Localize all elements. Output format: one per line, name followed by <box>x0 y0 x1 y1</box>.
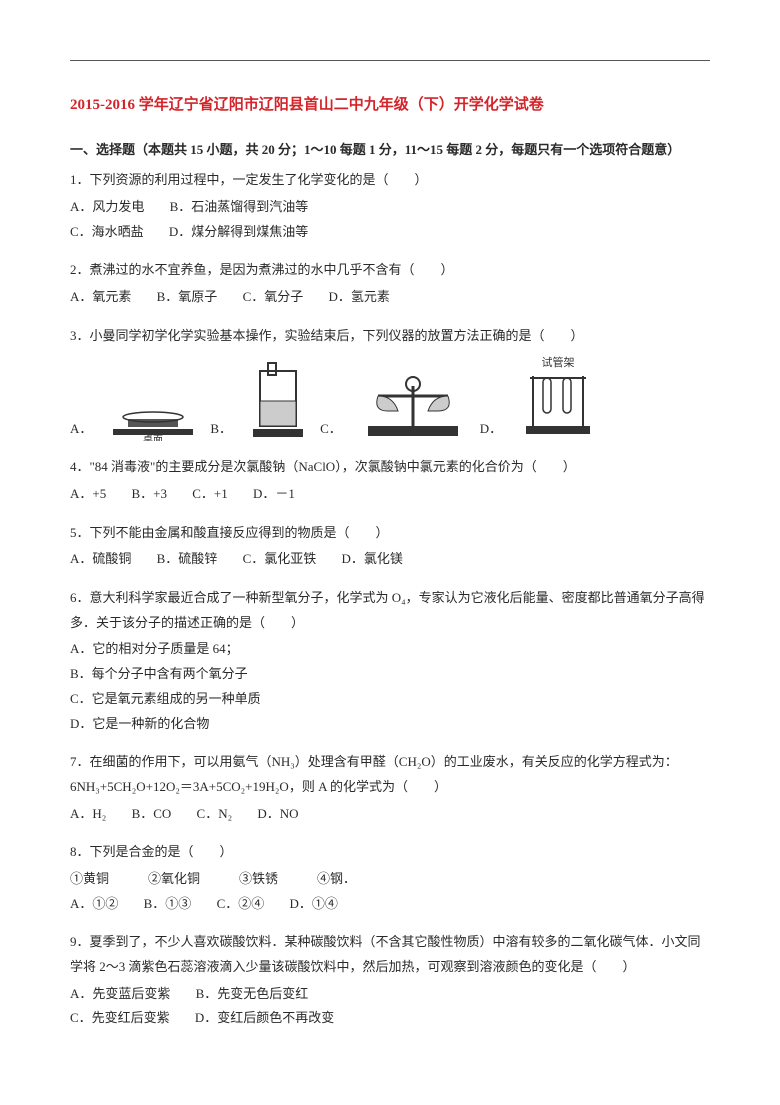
question-9: 9．夏季到了，不少人喜欢碳酸饮料．某种碳酸饮料（不含其它酸性物质）中溶有较多的二… <box>70 930 710 1031</box>
q1-opt-d: D．煤分解得到煤焦油等 <box>169 224 308 239</box>
q6-stem: 6．意大利科学家最近合成了一种新型氧分子，化学式为 O₄，专家认为它液化后能量、… <box>70 586 710 635</box>
question-1: 1．下列资源的利用过程中，一定发生了化学变化的是（ ） A．风力发电 B．石油蒸… <box>70 168 710 244</box>
q5-stem: 5．下列不能由金属和酸直接反应得到的物质是（ ） <box>70 521 710 546</box>
q3-diagram-b-icon <box>248 361 308 441</box>
q6-options: A．它的相对分子质量是 64； B．每个分子中含有两个氧分子 C．它是氧元素组成… <box>70 637 710 736</box>
q2-opt-b: B．氧原子 <box>157 289 218 304</box>
q9-options-row1: A．先变蓝后变紫 B．先变无色后变红 <box>70 982 710 1007</box>
q1-stem: 1．下列资源的利用过程中，一定发生了化学变化的是（ ） <box>70 168 710 193</box>
q8-options: A．①② B．①③ C．②④ D．①④ <box>70 892 710 917</box>
q2-opt-a: A．氧元素 <box>70 289 131 304</box>
q3-label-d: D． <box>480 417 502 442</box>
q6-opt-d: D．它是一种新的化合物 <box>70 712 710 737</box>
q3-label-b: B． <box>210 417 232 442</box>
question-3: 3．小曼同学初学化学实验基本操作，实验结束后，下列仪器的放置方法正确的是（ ） … <box>70 324 710 442</box>
q8-opt-d: D．①④ <box>289 896 337 911</box>
question-4: 4．"84 消毒液"的主要成分是次氯酸钠（NaClO），次氯酸钠中氯元素的化合价… <box>70 455 710 506</box>
q1-opt-a: A．风力发电 <box>70 199 144 214</box>
q1-opt-c: C．海水晒盐 <box>70 224 144 239</box>
q9-opt-a: A．先变蓝后变紫 <box>70 986 170 1001</box>
q9-options-row2: C．先变红后变紫 D．变红后颜色不再改变 <box>70 1006 710 1031</box>
question-7: 7．在细菌的作用下，可以用氨气（NH₃）处理含有甲醛（CH₂O）的工业废水，有关… <box>70 750 710 826</box>
q2-opt-c: C．氧分子 <box>243 289 304 304</box>
q9-opt-b: B．先变无色后变红 <box>196 986 309 1001</box>
q8-items: ①黄铜 ②氧化铜 ③铁锈 ④钢． <box>70 867 710 892</box>
question-8: 8．下列是合金的是（ ） ①黄铜 ②氧化铜 ③铁锈 ④钢． A．①② B．①③ … <box>70 840 710 916</box>
svg-text:桌面: 桌面 <box>143 433 163 441</box>
question-6: 6．意大利科学家最近合成了一种新型氧分子，化学式为 O₄，专家认为它液化后能量、… <box>70 586 710 736</box>
q7-opt-c: C．N₂ <box>197 806 233 821</box>
exam-title: 2015-2016 学年辽宁省辽阳市辽阳县首山二中九年级（下）开学化学试卷 <box>70 91 710 120</box>
q8-opt-b: B．①③ <box>144 896 192 911</box>
q3-diagram-d-icon: 试管架 <box>518 356 598 441</box>
q9-stem: 9．夏季到了，不少人喜欢碳酸饮料．某种碳酸饮料（不含其它酸性物质）中溶有较多的二… <box>70 930 710 979</box>
q2-stem: 2．煮沸过的水不宜养鱼，是因为煮沸过的水中几乎不含有（ ） <box>70 258 710 283</box>
page-top-rule <box>70 60 710 61</box>
q8-opt-c: C．②④ <box>217 896 265 911</box>
q7-options: A．H₂ B．CO C．N₂ D．NO <box>70 802 710 827</box>
q7-opt-d: D．NO <box>257 806 298 821</box>
q5-opt-b: B．硫酸锌 <box>157 551 218 566</box>
q3-diagram-c-icon <box>358 366 468 441</box>
q4-opt-d: D．－1 <box>253 486 295 501</box>
section-1-header: 一、选择题（本题共 15 小题，共 20 分；1～10 每题 1 分，11～15… <box>70 138 710 163</box>
svg-text:试管架: 试管架 <box>542 356 575 369</box>
q4-stem: 4．"84 消毒液"的主要成分是次氯酸钠（NaClO），次氯酸钠中氯元素的化合价… <box>70 455 710 480</box>
q3-label-a: A． <box>70 417 92 442</box>
q1-opt-b: B．石油蒸馏得到汽油等 <box>170 199 309 214</box>
q4-opt-a: A．+5 <box>70 486 106 501</box>
q1-options-row2: C．海水晒盐 D．煤分解得到煤焦油等 <box>70 220 710 245</box>
q7-opt-a: A．H₂ <box>70 806 106 821</box>
q6-opt-a: A．它的相对分子质量是 64； <box>70 637 710 662</box>
q8-opt-a: A．①② <box>70 896 118 911</box>
q3-label-c: C． <box>320 417 342 442</box>
q3-diagram-a-icon: 桌面 <box>108 381 198 441</box>
q1-options: A．风力发电 B．石油蒸馏得到汽油等 <box>70 195 710 220</box>
q9-opt-d: D．变红后颜色不再改变 <box>195 1010 334 1025</box>
q4-opt-b: B．+3 <box>131 486 167 501</box>
q2-opt-d: D．氢元素 <box>328 289 389 304</box>
q3-image-row: A． 桌面 B． C． <box>70 356 710 441</box>
q6-opt-b: B．每个分子中含有两个氧分子 <box>70 662 710 687</box>
q4-opt-c: C．+1 <box>192 486 228 501</box>
q5-opt-d: D．氯化镁 <box>341 551 402 566</box>
q7-stem: 7．在细菌的作用下，可以用氨气（NH₃）处理含有甲醛（CH₂O）的工业废水，有关… <box>70 750 710 799</box>
q6-opt-c: C．它是氧元素组成的另一种单质 <box>70 687 710 712</box>
q7-opt-b: B．CO <box>132 806 172 821</box>
q2-options: A．氧元素 B．氧原子 C．氧分子 D．氢元素 <box>70 285 710 310</box>
q9-opt-c: C．先变红后变紫 <box>70 1010 170 1025</box>
q8-stem: 8．下列是合金的是（ ） <box>70 840 710 865</box>
q5-opt-a: A．硫酸铜 <box>70 551 131 566</box>
question-2: 2．煮沸过的水不宜养鱼，是因为煮沸过的水中几乎不含有（ ） A．氧元素 B．氧原… <box>70 258 710 309</box>
question-5: 5．下列不能由金属和酸直接反应得到的物质是（ ） A．硫酸铜 B．硫酸锌 C．氯… <box>70 521 710 572</box>
q5-options: A．硫酸铜 B．硫酸锌 C．氯化亚铁 D．氯化镁 <box>70 547 710 572</box>
q5-opt-c: C．氯化亚铁 <box>243 551 317 566</box>
q4-options: A．+5 B．+3 C．+1 D．－1 <box>70 482 710 507</box>
q3-stem: 3．小曼同学初学化学实验基本操作，实验结束后，下列仪器的放置方法正确的是（ ） <box>70 324 710 349</box>
